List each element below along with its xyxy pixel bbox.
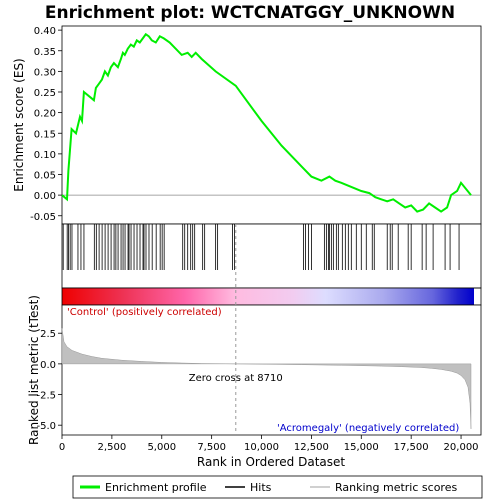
es-ytick-label: 0.05 (34, 171, 56, 182)
metric-panel-frame (61, 304, 482, 436)
es-ytick-label: 0.00 (34, 191, 56, 202)
xtick-label: 7,500 (197, 442, 226, 453)
es-ytick-label: 0.10 (34, 150, 56, 161)
metric-ytick-label: 2.5 (40, 329, 56, 340)
zero-cross-label: Zero cross at 8710 (189, 373, 283, 384)
xtick-label: 17,500 (394, 442, 429, 453)
es-ytick-label: 0.15 (34, 129, 56, 140)
es-ytick-label: 0.25 (34, 88, 56, 99)
negative-label: 'Acromegaly' (negatively correlated) (277, 423, 459, 434)
xtick-label: 15,000 (344, 442, 379, 453)
enrichment-profile-line (61, 32, 472, 213)
legend-box (72, 475, 483, 499)
xtick-label: 10,000 (244, 442, 279, 453)
chart-title: Enrichment plot: WCTCNATGGY_UNKNOWN (45, 3, 455, 23)
xtick-label: 5,000 (147, 442, 176, 453)
metric-axis-label: Ranked list metric (tTest) (27, 295, 41, 445)
rank-color-bar (62, 288, 474, 305)
metric-ytick-label: -2.5 (36, 391, 56, 402)
legend-label: Enrichment profile (105, 481, 207, 494)
positive-label: 'Control' (positively correlated) (67, 307, 222, 318)
es-ytick-label: 0.30 (34, 67, 56, 78)
es-ytick-label: 0.40 (34, 26, 56, 37)
es-axis-label: Enrichment score (ES) (12, 58, 26, 191)
es-ytick-label: 0.35 (34, 47, 56, 58)
metric-ytick-label: -5.0 (36, 421, 56, 432)
ranking-metric-area (61, 328, 472, 429)
es-panel-frame (61, 25, 482, 225)
es-ytick-label: -0.05 (30, 212, 56, 223)
xtick-label: 0 (59, 442, 65, 453)
legend-label: Ranking metric scores (335, 481, 457, 494)
xtick-label: 20,000 (444, 442, 479, 453)
es-ytick-label: 0.20 (34, 109, 56, 120)
xtick-label: 12,500 (294, 442, 329, 453)
legend-label: Hits (250, 481, 272, 494)
metric-ytick-label: 0.0 (40, 360, 56, 371)
x-axis-label: Rank in Ordered Dataset (197, 455, 345, 469)
xtick-label: 2,500 (98, 442, 127, 453)
